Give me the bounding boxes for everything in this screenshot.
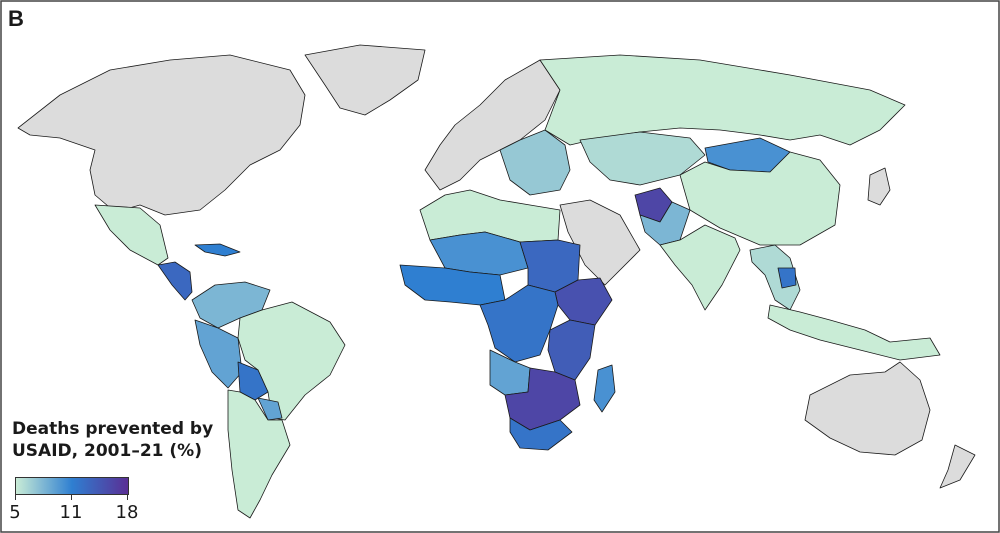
- legend-tick-max: [127, 494, 128, 500]
- region-japan: [867, 167, 891, 206]
- region-caribbean: [194, 243, 241, 257]
- legend-title-line-2: USAID, 2001–21 (%): [12, 441, 202, 461]
- legend-tick-label-min: 5: [9, 502, 21, 523]
- region-australia: [804, 361, 931, 456]
- region-new-zealand: [939, 444, 976, 489]
- region-india: [659, 224, 741, 311]
- region-north-america: [17, 54, 306, 216]
- region-ecuador-peru: [194, 319, 243, 389]
- region-greenland: [304, 44, 426, 116]
- region-mexico: [94, 204, 169, 266]
- legend-tick-label-max: 18: [115, 502, 139, 523]
- legend-tick-mid: [71, 494, 72, 500]
- panel-label: B: [8, 6, 24, 31]
- region-indonesia: [767, 304, 941, 361]
- region-brazil: [237, 301, 346, 421]
- region-central-america: [157, 261, 193, 301]
- region-paraguay: [257, 397, 283, 421]
- region-pakistan: [639, 201, 691, 246]
- region-madagascar: [593, 364, 616, 413]
- region-cambodia: [777, 267, 797, 289]
- legend-title: Deaths prevented by USAID, 2001–21 (%): [12, 418, 213, 462]
- region-south-africa: [509, 417, 573, 451]
- region-western-europe: [424, 59, 561, 191]
- region-bolivia: [237, 361, 269, 401]
- region-russia: [539, 54, 906, 146]
- legend-tick-min: [15, 494, 16, 500]
- region-eastern-europe: [499, 129, 571, 196]
- region-arabian-peninsula: [559, 199, 641, 286]
- region-argentina-chile: [227, 389, 291, 519]
- legend-color-scale: [15, 477, 129, 495]
- region-east-africa: [547, 319, 596, 381]
- legend-tick-label-mid: 11: [59, 502, 83, 523]
- region-ethiopia: [554, 277, 613, 326]
- legend-title-line-1: Deaths prevented by: [12, 419, 214, 439]
- region-china: [679, 151, 841, 246]
